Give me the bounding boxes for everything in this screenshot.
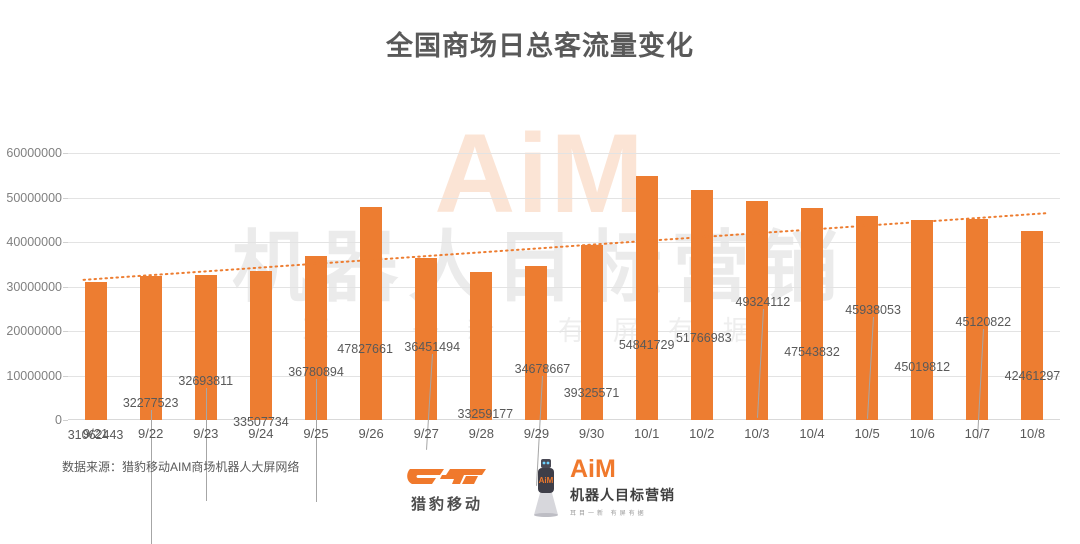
y-axis-tick-mark xyxy=(63,242,68,243)
x-axis-tick-label: 10/3 xyxy=(744,426,770,441)
bar[interactable] xyxy=(966,219,989,420)
y-axis-tick-mark xyxy=(63,331,68,332)
bar-value-label: 45938053 xyxy=(845,303,901,317)
footer-logos: 猎豹移动 AiM AiM 机器人目标营销 耳目一新 有屏有据 xyxy=(0,455,1080,527)
aim-wordmark: AiM xyxy=(570,455,616,483)
y-axis-tick-label: 40000000 xyxy=(6,235,62,249)
y-axis-tick-mark xyxy=(63,197,68,199)
y-axis-tick-mark xyxy=(63,420,68,421)
x-axis-tick-label: 9/27 xyxy=(413,426,439,441)
trendline xyxy=(82,212,1050,281)
bar-value-label: 33259177 xyxy=(457,407,514,421)
y-axis-tick-mark xyxy=(63,375,68,377)
cheetah-mobile-logo: 猎豹移动 xyxy=(392,463,502,514)
y-axis-tick-label: 20000000 xyxy=(6,324,62,338)
x-axis-line xyxy=(68,419,1060,420)
x-axis-tick-label: 9/26 xyxy=(358,426,384,441)
bar-value-label: 51766983 xyxy=(675,331,732,345)
bar[interactable] xyxy=(635,175,658,420)
label-leader-line xyxy=(316,379,317,502)
bar-value-label: 32277523 xyxy=(122,396,179,410)
bar-value-label: 49324112 xyxy=(735,295,791,309)
bar[interactable] xyxy=(305,256,327,420)
x-axis-tick-label: 10/8 xyxy=(1019,426,1046,441)
y-axis-labels: 0 10000000 20000000 30000000 40000000 5000000… xyxy=(0,146,62,427)
label-leader-line xyxy=(205,388,207,502)
aim-logo: AiM AiM 机器人目标营销 耳目一新 有屏有据 xyxy=(528,457,698,517)
plot-area: 31062443 32277523 32693811 33507734 36780894… xyxy=(63,153,1061,544)
x-axis-tick-label: 9/30 xyxy=(578,426,605,441)
bar[interactable] xyxy=(1021,231,1044,420)
bar[interactable] xyxy=(745,200,768,420)
bar-value-label: 36780894 xyxy=(288,365,344,379)
y-axis-tick-label: 10000000 xyxy=(6,368,62,383)
bar[interactable] xyxy=(856,215,879,420)
x-axis-tick-label: 9/23 xyxy=(193,426,219,441)
x-axis-tick-label: 10/6 xyxy=(909,426,935,441)
bar[interactable] xyxy=(415,257,438,420)
y-axis-tick-label: 60000000 xyxy=(6,146,62,160)
x-axis-labels: 9/21 9/22 9/23 9/24 9/25 9/26 9/27 9/28 9/29 9/30… xyxy=(68,426,1060,452)
bar[interactable] xyxy=(194,274,217,420)
bar-value-label: 31062443 xyxy=(67,428,124,442)
x-axis-tick-label: 10/4 xyxy=(799,426,825,441)
aim-chinese-name: 机器人目标营销 xyxy=(570,487,675,503)
y-axis-tick-label: 30000000 xyxy=(6,279,62,294)
cheetah-mobile-name: 猎豹移动 xyxy=(410,496,483,513)
y-axis-tick-label: 0 xyxy=(55,413,62,427)
x-axis-tick-label: 9/24 xyxy=(248,426,274,441)
bar[interactable] xyxy=(801,208,823,420)
aim-tagline: 耳目一新 有屏有据 xyxy=(570,511,647,517)
bar[interactable] xyxy=(470,272,493,420)
bar-value-label: 33507734 xyxy=(233,415,289,429)
gridline xyxy=(68,197,1060,199)
aim-logo-text: AiM 机器人目标营销 耳目一新 有屏有据 xyxy=(570,455,675,518)
x-axis-tick-label: 9/25 xyxy=(303,426,329,441)
x-axis-tick-label: 10/5 xyxy=(854,426,880,441)
bar[interactable] xyxy=(139,276,162,420)
x-axis-tick-label: 10/2 xyxy=(689,426,715,441)
bar-value-label: 54841729 xyxy=(618,338,675,352)
bar-value-label: 36451494 xyxy=(404,340,461,354)
y-axis-tick-label: 50000000 xyxy=(6,190,62,205)
bar[interactable] xyxy=(580,245,603,420)
source-note: 数据来源：猎豹移动AIM商场机器人大屏网络 xyxy=(62,460,300,474)
trendline-path xyxy=(82,212,1050,281)
bar[interactable] xyxy=(911,219,934,420)
y-axis-tick-mark xyxy=(63,286,68,288)
x-axis-tick-label: 9/28 xyxy=(468,426,494,441)
bar-value-label: 34678667 xyxy=(514,362,571,376)
bar-value-label: 45120822 xyxy=(955,315,1012,329)
gridline xyxy=(68,331,1060,332)
aim-robot-icon: AiM xyxy=(528,457,564,517)
gridline xyxy=(68,242,1060,243)
svg-text:AiM: AiM xyxy=(539,476,554,485)
gridline xyxy=(68,286,1060,288)
gridline xyxy=(68,375,1060,377)
bar-value-label: 32693811 xyxy=(178,374,234,388)
bar-value-label: 45019812 xyxy=(894,360,951,374)
bar-value-label: 42461297 xyxy=(1004,369,1061,383)
gridline xyxy=(68,153,1060,154)
bar-value-label: 47827661 xyxy=(337,342,393,356)
bar[interactable] xyxy=(249,270,272,420)
cheetah-mark-icon xyxy=(392,463,502,489)
x-axis-tick-label: 10/1 xyxy=(634,426,660,441)
x-axis-tick-label: 9/29 xyxy=(523,426,550,441)
x-axis-tick-label: 9/21 xyxy=(82,426,109,441)
bar[interactable] xyxy=(690,189,713,420)
label-leader-line xyxy=(150,410,152,544)
bar-value-label: 39325571 xyxy=(563,386,620,400)
bar[interactable] xyxy=(84,281,107,420)
x-axis-tick-label: 9/22 xyxy=(138,426,164,441)
y-axis-tick-mark xyxy=(63,153,68,154)
x-axis-tick-label: 10/7 xyxy=(964,426,990,441)
bar-value-label: 47543832 xyxy=(784,345,840,359)
chart-title: 全国商场日总客流量变化 xyxy=(386,31,694,61)
